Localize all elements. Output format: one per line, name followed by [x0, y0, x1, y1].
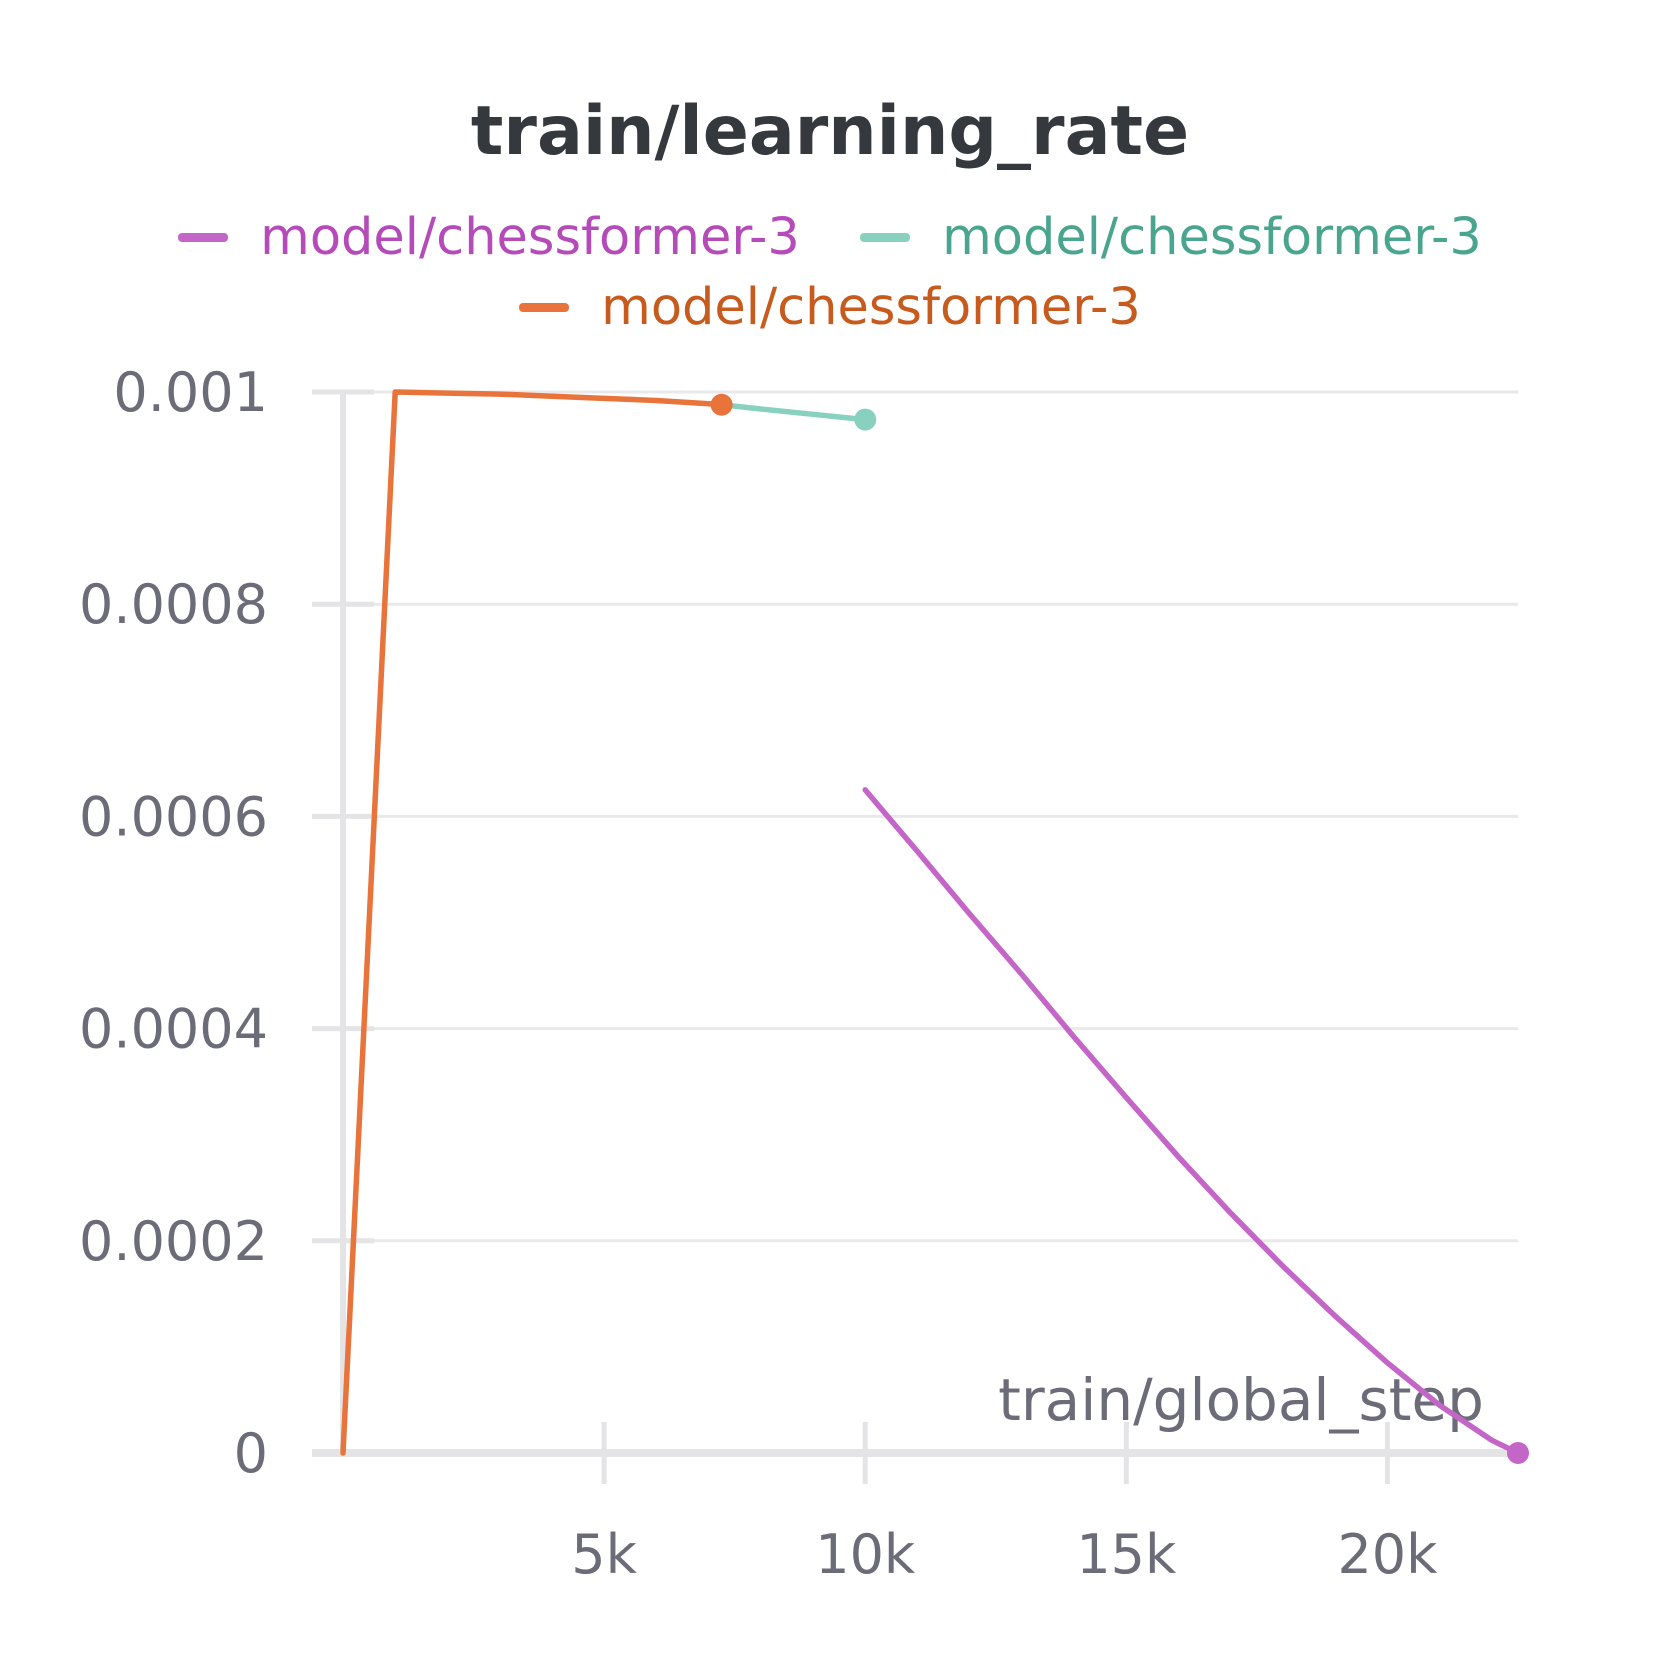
legend-row-1: model/chessformer-3 model/chessformer-3 — [0, 196, 1660, 267]
legend-swatch-2 — [860, 233, 911, 242]
y-tick-label: 0.0002 — [79, 1210, 268, 1273]
y-tick-label: 0.001 — [113, 361, 268, 424]
legend-item-series-1[interactable]: model/chessformer-3 — [178, 208, 800, 267]
legend-label-2: model/chessformer-3 — [942, 208, 1482, 267]
legend-label-3: model/chessformer-3 — [601, 278, 1141, 337]
legend-label-1: model/chessformer-3 — [260, 208, 800, 267]
series-end-point-2[interactable] — [854, 408, 877, 431]
y-tick-label: 0.0006 — [79, 785, 268, 848]
x-tick-label: 15k — [1076, 1523, 1177, 1586]
series-line-1[interactable] — [862, 787, 1521, 1456]
series-line-2[interactable] — [718, 401, 868, 423]
chart-title: train/learning_rate — [470, 92, 1190, 171]
y-tick-label: 0.0008 — [79, 573, 268, 636]
x-tick-label: 20k — [1337, 1523, 1438, 1586]
series-end-point-1[interactable] — [1507, 1442, 1529, 1464]
series-end-point-3[interactable] — [710, 393, 733, 416]
legend-item-series-3[interactable]: model/chessformer-3 — [519, 278, 1141, 337]
legend-item-series-2[interactable]: model/chessformer-3 — [860, 208, 1482, 267]
x-tick-label: 5k — [571, 1523, 637, 1586]
legend-swatch-1 — [178, 233, 229, 242]
legend-row-2: model/chessformer-3 — [0, 266, 1660, 337]
series-line-3[interactable] — [340, 389, 725, 1456]
series-lines — [340, 389, 1529, 1464]
y-tick-label: 0.0004 — [79, 998, 268, 1061]
axis-ticks: 0 0.0002 0.0004 0.0006 0.0008 0.001 5k 10k 15k 20… — [79, 361, 1438, 1586]
legend-swatch-3 — [519, 303, 570, 312]
x-tick-label: 10k — [815, 1523, 916, 1586]
axes — [312, 390, 1515, 1457]
x-axis-title: train/global_step — [998, 1366, 1484, 1434]
y-tick-label: 0 — [234, 1422, 268, 1485]
grid-lines — [343, 390, 1518, 1243]
